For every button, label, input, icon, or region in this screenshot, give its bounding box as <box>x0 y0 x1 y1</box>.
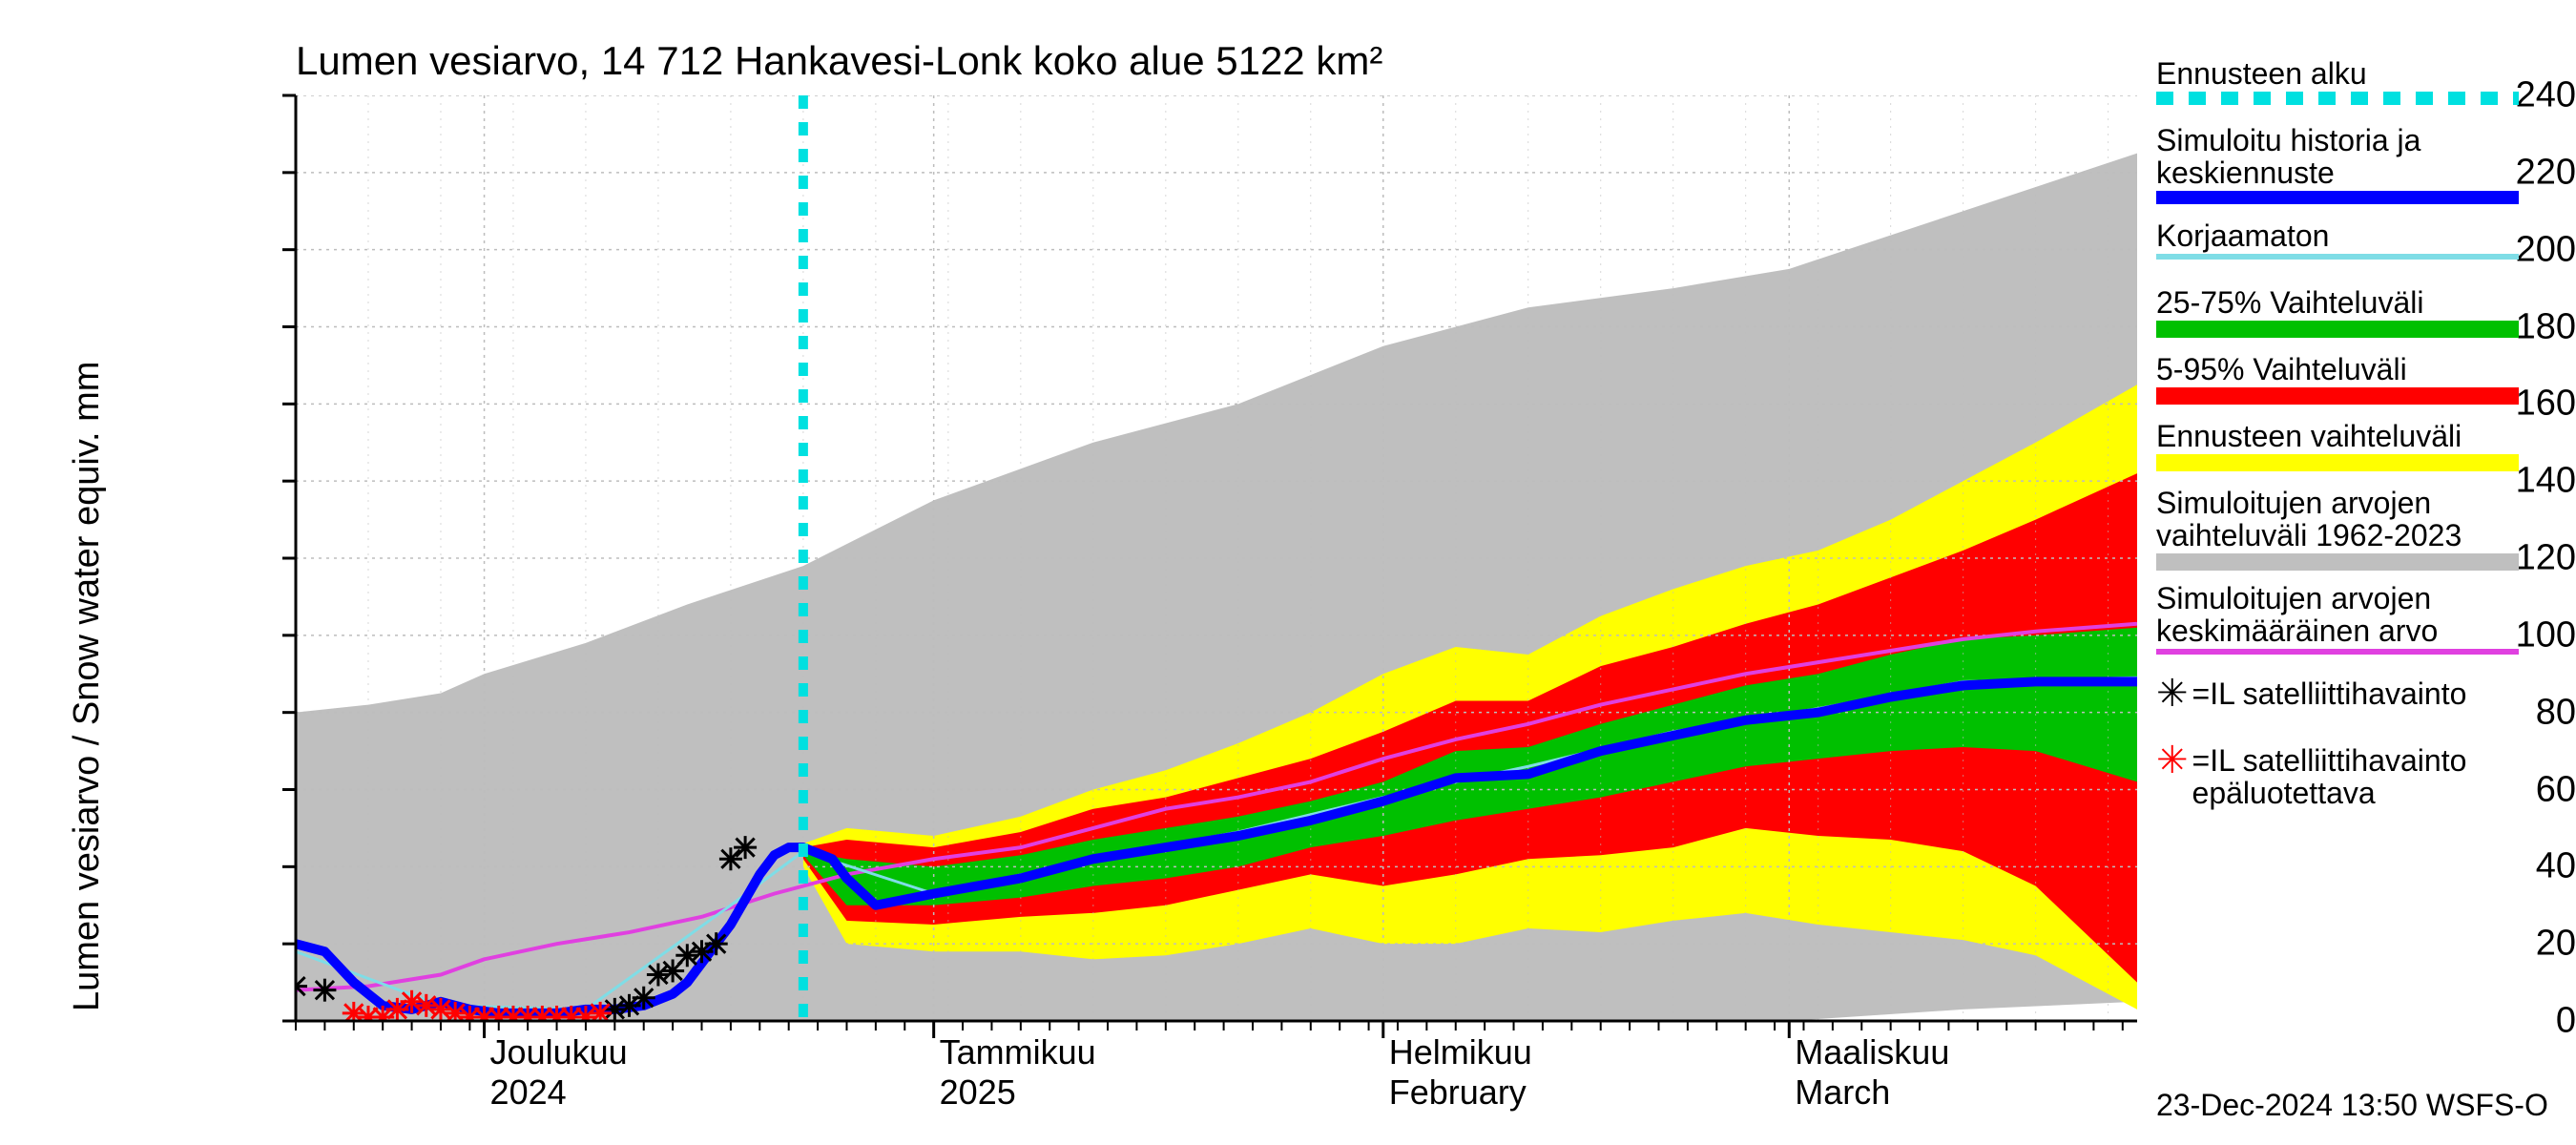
sat-marker <box>734 836 757 859</box>
sat-marker <box>313 979 336 1002</box>
sat-marker <box>401 990 424 1013</box>
legend-label: Ennusteen alku <box>2156 57 2519 90</box>
legend-label: =IL satelliittihavainto <box>2192 744 2467 777</box>
legend-entry: ✳=IL satelliittihavaintoepäluotettava <box>2156 744 2519 840</box>
legend-label: vaihteluväli 1962-2023 <box>2156 519 2519 552</box>
xtick-sublabel: February <box>1389 1072 1527 1113</box>
legend-swatch <box>2156 553 2519 571</box>
xtick-label: Helmikuu <box>1389 1032 1532 1072</box>
sat-marker <box>633 987 655 1010</box>
legend-label: epäluotettava <box>2192 777 2467 809</box>
xtick-sublabel: March <box>1795 1072 1890 1113</box>
legend-swatch <box>2156 649 2519 655</box>
sat-marker <box>675 944 698 967</box>
xtick-label: Tammikuu <box>940 1032 1096 1072</box>
legend: Ennusteen alkuSimuloitu historia jakeski… <box>2156 57 2519 840</box>
chart-root: Lumen vesiarvo, 14 712 Hankavesi-Lonk ko… <box>0 0 2576 1145</box>
sat-marker <box>719 847 742 870</box>
legend-label: Simuloitujen arvojen <box>2156 582 2519 614</box>
legend-marker-icon: ✳ <box>2156 744 2189 777</box>
legend-entry: ✳=IL satelliittihavainto <box>2156 677 2519 744</box>
sat-marker <box>429 998 452 1021</box>
legend-entry: Simuloitujen arvojenvaihteluväli 1962-20… <box>2156 487 2519 582</box>
legend-label: keskimääräinen arvo <box>2156 614 2519 647</box>
legend-label: Ennusteen vaihteluväli <box>2156 420 2519 452</box>
y-axis-label: Lumen vesiarvo / Snow water equiv. mm <box>67 362 108 1011</box>
legend-swatch <box>2156 92 2519 105</box>
legend-swatch <box>2156 454 2519 471</box>
xtick-label: Maaliskuu <box>1795 1032 1949 1072</box>
legend-entry: Ennusteen alku <box>2156 57 2519 124</box>
legend-swatch <box>2156 254 2519 260</box>
legend-label: 25-75% Vaihteluväli <box>2156 286 2519 319</box>
legend-entry: Ennusteen vaihteluväli <box>2156 420 2519 487</box>
legend-entry: 25-75% Vaihteluväli <box>2156 286 2519 353</box>
xtick-sublabel: 2024 <box>490 1072 567 1113</box>
plot-area <box>277 76 2156 1059</box>
xtick-sublabel: 2025 <box>940 1072 1016 1113</box>
ytick-label: 20 <box>2309 924 2576 965</box>
legend-marker-icon: ✳ <box>2156 677 2189 710</box>
legend-entry: Simuloitu historia jakeskiennuste <box>2156 124 2519 219</box>
legend-entry: Korjaamaton <box>2156 219 2519 286</box>
sat-marker <box>603 998 626 1021</box>
sat-marker <box>705 932 728 955</box>
sat-marker <box>647 964 670 987</box>
legend-entry: Simuloitujen arvojenkeskimääräinen arvo <box>2156 582 2519 677</box>
legend-label: =IL satelliittihavainto <box>2192 677 2467 710</box>
legend-label: 5-95% Vaihteluväli <box>2156 353 2519 385</box>
legend-label: Simuloitujen arvojen <box>2156 487 2519 519</box>
legend-label: keskiennuste <box>2156 156 2519 189</box>
ytick-label: 40 <box>2309 846 2576 887</box>
legend-swatch <box>2156 387 2519 405</box>
legend-swatch <box>2156 321 2519 338</box>
legend-swatch <box>2156 191 2519 204</box>
legend-entry: 5-95% Vaihteluväli <box>2156 353 2519 420</box>
ytick-label: 0 <box>2309 1001 2576 1042</box>
xtick-label: Joulukuu <box>490 1032 628 1072</box>
legend-label: Simuloitu historia ja <box>2156 124 2519 156</box>
chart-footer: 23-Dec-2024 13:50 WSFS-O <box>2156 1088 2548 1123</box>
sat-marker <box>415 994 438 1017</box>
legend-label: Korjaamaton <box>2156 219 2519 252</box>
